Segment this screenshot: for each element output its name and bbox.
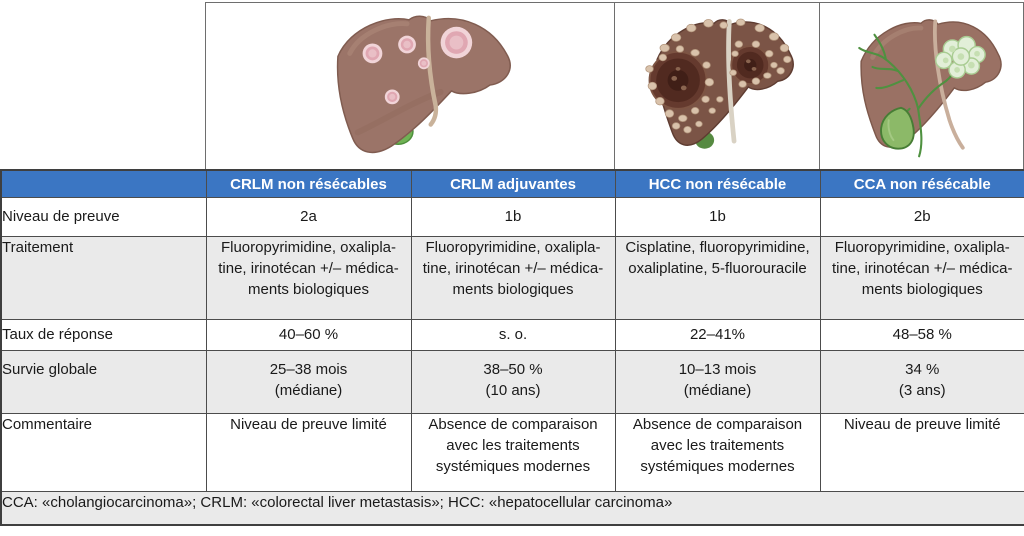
table-row: Taux de réponse 40–60 % s. o. 22–41% 48–… bbox=[0, 318, 1024, 351]
cell-niveau-hcc: 1b bbox=[614, 196, 821, 237]
image-row-box bbox=[205, 2, 1024, 169]
cell-survie-cca: 34 % (3 ans) bbox=[819, 349, 1024, 414]
table-row: Niveau de preuve 2a 1b 1b 2b bbox=[0, 196, 1024, 237]
cell-commentaire-hcc: Absence de comparaison avec les traiteme… bbox=[614, 412, 821, 492]
cell-traitement-cca: Fluoropyrimidine, oxalipla- tine, irinot… bbox=[819, 235, 1024, 320]
column-header-cca-non-resecable: CCA non résécable bbox=[819, 169, 1024, 198]
cell-survie-crlm-adj: 38–50 % (10 ans) bbox=[410, 349, 616, 414]
row-label-survie-globale: Survie globale bbox=[0, 349, 207, 414]
table-row: Traitement Fluoropyrimidine, oxalipla- t… bbox=[0, 235, 1024, 320]
table-row: Commentaire Niveau de preuve limité Abse… bbox=[0, 412, 1024, 492]
cell-niveau-crlm-adj: 1b bbox=[410, 196, 616, 237]
row-label-traitement: Traitement bbox=[0, 235, 207, 320]
cell-taux-crlm-adj: s. o. bbox=[410, 318, 616, 351]
liver-metastases-icon bbox=[336, 15, 511, 154]
crlm-liver-image bbox=[206, 3, 614, 169]
table-footnote-row: CCA: «cholangiocarcinoma»; CRLM: «colore… bbox=[0, 490, 1024, 526]
cell-taux-cca: 48–58 % bbox=[819, 318, 1024, 351]
cca-liver-image bbox=[818, 3, 1024, 169]
row-label-taux-de-reponse: Taux de réponse bbox=[0, 318, 207, 351]
column-header-crlm-non-resecables: CRLM non résécables bbox=[205, 169, 412, 198]
treatment-table: CRLM non résécables CRLM adjuvantes HCC … bbox=[0, 169, 1024, 526]
table-footnote: CCA: «cholangiocarcinoma»; CRLM: «colore… bbox=[0, 490, 1024, 526]
hcc-liver-image bbox=[614, 3, 819, 169]
cell-survie-hcc: 10–13 mois (médiane) bbox=[614, 349, 821, 414]
table-header-row: CRLM non résécables CRLM adjuvantes HCC … bbox=[0, 169, 1024, 198]
corner-cell bbox=[0, 169, 207, 198]
cell-survie-crlm-nr: 25–38 mois (médiane) bbox=[205, 349, 412, 414]
cell-niveau-cca: 2b bbox=[819, 196, 1024, 237]
cell-traitement-crlm-nr: Fluoropyrimidine, oxalipla- tine, irinot… bbox=[205, 235, 412, 320]
table-row: Survie globale 25–38 mois (médiane) 38–5… bbox=[0, 349, 1024, 414]
cell-taux-hcc: 22–41% bbox=[614, 318, 821, 351]
cell-taux-crlm-nr: 40–60 % bbox=[205, 318, 412, 351]
liver-biliary-tree-icon bbox=[858, 19, 1002, 158]
column-header-crlm-adjuvantes: CRLM adjuvantes bbox=[410, 169, 616, 198]
cell-commentaire-cca: Niveau de preuve limité bbox=[819, 412, 1024, 492]
cirrhotic-liver-icon bbox=[645, 18, 795, 149]
cell-commentaire-crlm-nr: Niveau de preuve limité bbox=[205, 412, 412, 492]
row-label-niveau-de-preuve: Niveau de preuve bbox=[0, 196, 207, 237]
cell-niveau-crlm-nr: 2a bbox=[205, 196, 412, 237]
column-header-hcc-non-resecable: HCC non résécable bbox=[614, 169, 821, 198]
cell-traitement-crlm-adj: Fluoropyrimidine, oxalipla- tine, irinot… bbox=[410, 235, 616, 320]
image-row-spacer bbox=[0, 2, 205, 169]
liver-images-row bbox=[0, 0, 1024, 169]
cell-traitement-hcc: Cisplatine, fluoropyrimidine, oxaliplati… bbox=[614, 235, 821, 320]
row-label-commentaire: Commentaire bbox=[0, 412, 207, 492]
cell-commentaire-crlm-adj: Absence de comparaison avec les traiteme… bbox=[410, 412, 616, 492]
